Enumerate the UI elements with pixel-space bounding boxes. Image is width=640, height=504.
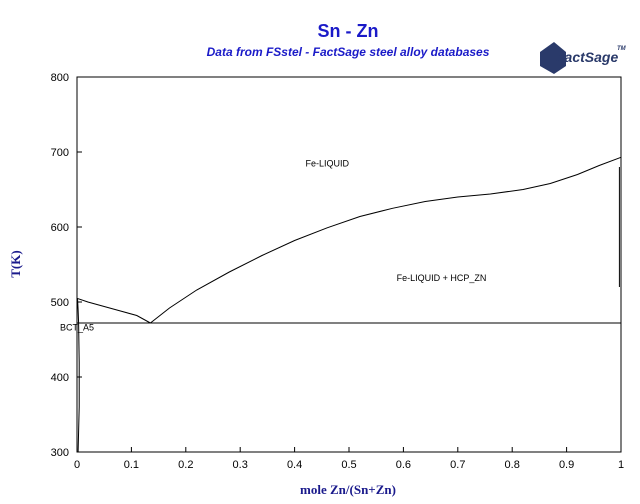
x-tick-label: 0.2 xyxy=(178,459,193,471)
phase-boundaries xyxy=(76,156,622,453)
phase-boundary-0 xyxy=(76,297,151,324)
y-axis-ticks: 300 400 500 600 700 800 xyxy=(51,72,82,459)
chart-subtitle: Data from FSstel - FactSage steel alloy … xyxy=(207,45,490,59)
y-tick-label: 700 xyxy=(51,147,69,159)
x-axis-title: mole Zn/(Sn+Zn) xyxy=(300,482,396,497)
phase-region-labels: Fe-LIQUID Fe-LIQUID + HCP_ZN BCT_A5 xyxy=(60,158,486,332)
x-tick-label: 0.4 xyxy=(287,459,302,471)
x-tick-label: 0 xyxy=(74,459,80,471)
plot-frame xyxy=(76,76,622,453)
y-tick-label: 800 xyxy=(51,72,69,84)
chart-title: Sn - Zn xyxy=(318,21,379,41)
x-tick-label: 0.6 xyxy=(396,459,411,471)
x-tick-label: 0.9 xyxy=(559,459,574,471)
x-tick-label: 0.3 xyxy=(233,459,248,471)
logo-mark xyxy=(540,42,566,74)
y-tick-label: 300 xyxy=(51,447,69,459)
y-axis-title: T(K) xyxy=(8,250,23,277)
logo-tm: TM xyxy=(617,46,627,52)
x-tick-label: 0.7 xyxy=(450,459,465,471)
x-tick-label: 1 xyxy=(618,459,624,471)
x-axis-ticks: 0 0.1 0.2 0.3 0.4 0.5 0.6 0.7 0.8 0.9 1 xyxy=(74,447,624,471)
x-tick-label: 0.8 xyxy=(505,459,520,471)
y-tick-label: 600 xyxy=(51,222,69,234)
x-tick-label: 0.5 xyxy=(341,459,356,471)
phase-boundary-1 xyxy=(150,156,622,324)
y-tick-label: 400 xyxy=(51,372,69,384)
region-label: Fe-LIQUID xyxy=(305,158,349,168)
y-tick-label: 500 xyxy=(51,297,69,309)
phase-boundary-3 xyxy=(77,298,80,453)
x-tick-label: 0.1 xyxy=(124,459,139,471)
logo-text: FactSage xyxy=(556,49,618,65)
factsage-logo: FactSage TM xyxy=(540,42,627,74)
region-label: Fe-LIQUID + HCP_ZN xyxy=(397,273,487,283)
region-label: BCT_A5 xyxy=(60,323,94,333)
